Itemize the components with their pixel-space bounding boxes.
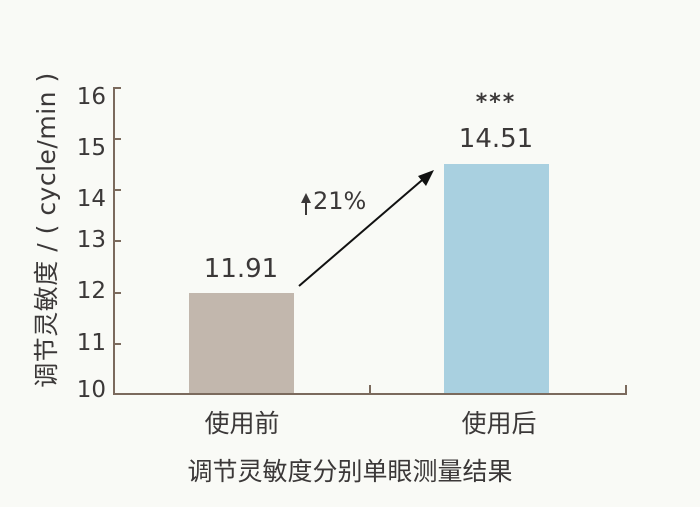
y-tick-16: 16 (76, 84, 106, 110)
value-label-after: 14.51 (458, 124, 534, 154)
x-axis-line (113, 393, 627, 395)
bar-after (444, 164, 549, 393)
significance-stars: *** (475, 90, 517, 115)
y-tick-mark (113, 87, 121, 89)
y-tick-14: 14 (76, 186, 106, 212)
category-label-after: 使用后 (461, 409, 537, 438)
percent-change-label: 21% (313, 187, 367, 215)
y-tick-mark (113, 343, 121, 345)
y-tick-12: 12 (76, 278, 106, 304)
y-tick-11: 11 (76, 330, 106, 356)
category-label-before: 使用前 (204, 409, 280, 438)
value-label-before: 11.91 (203, 254, 279, 284)
y-tick-13: 13 (76, 227, 106, 253)
x-tick-mark (625, 385, 627, 394)
y-tick-15: 15 (76, 135, 106, 161)
y-tick-mark (113, 292, 121, 294)
y-tick-mark (113, 189, 121, 191)
x-tick-mark (369, 385, 371, 394)
y-tick-10: 10 (76, 377, 106, 403)
chart-title: 调节灵敏度分别单眼测量结果 (187, 457, 513, 486)
y-tick-mark (113, 240, 121, 242)
bar-before (189, 293, 294, 393)
y-tick-mark (113, 138, 121, 140)
